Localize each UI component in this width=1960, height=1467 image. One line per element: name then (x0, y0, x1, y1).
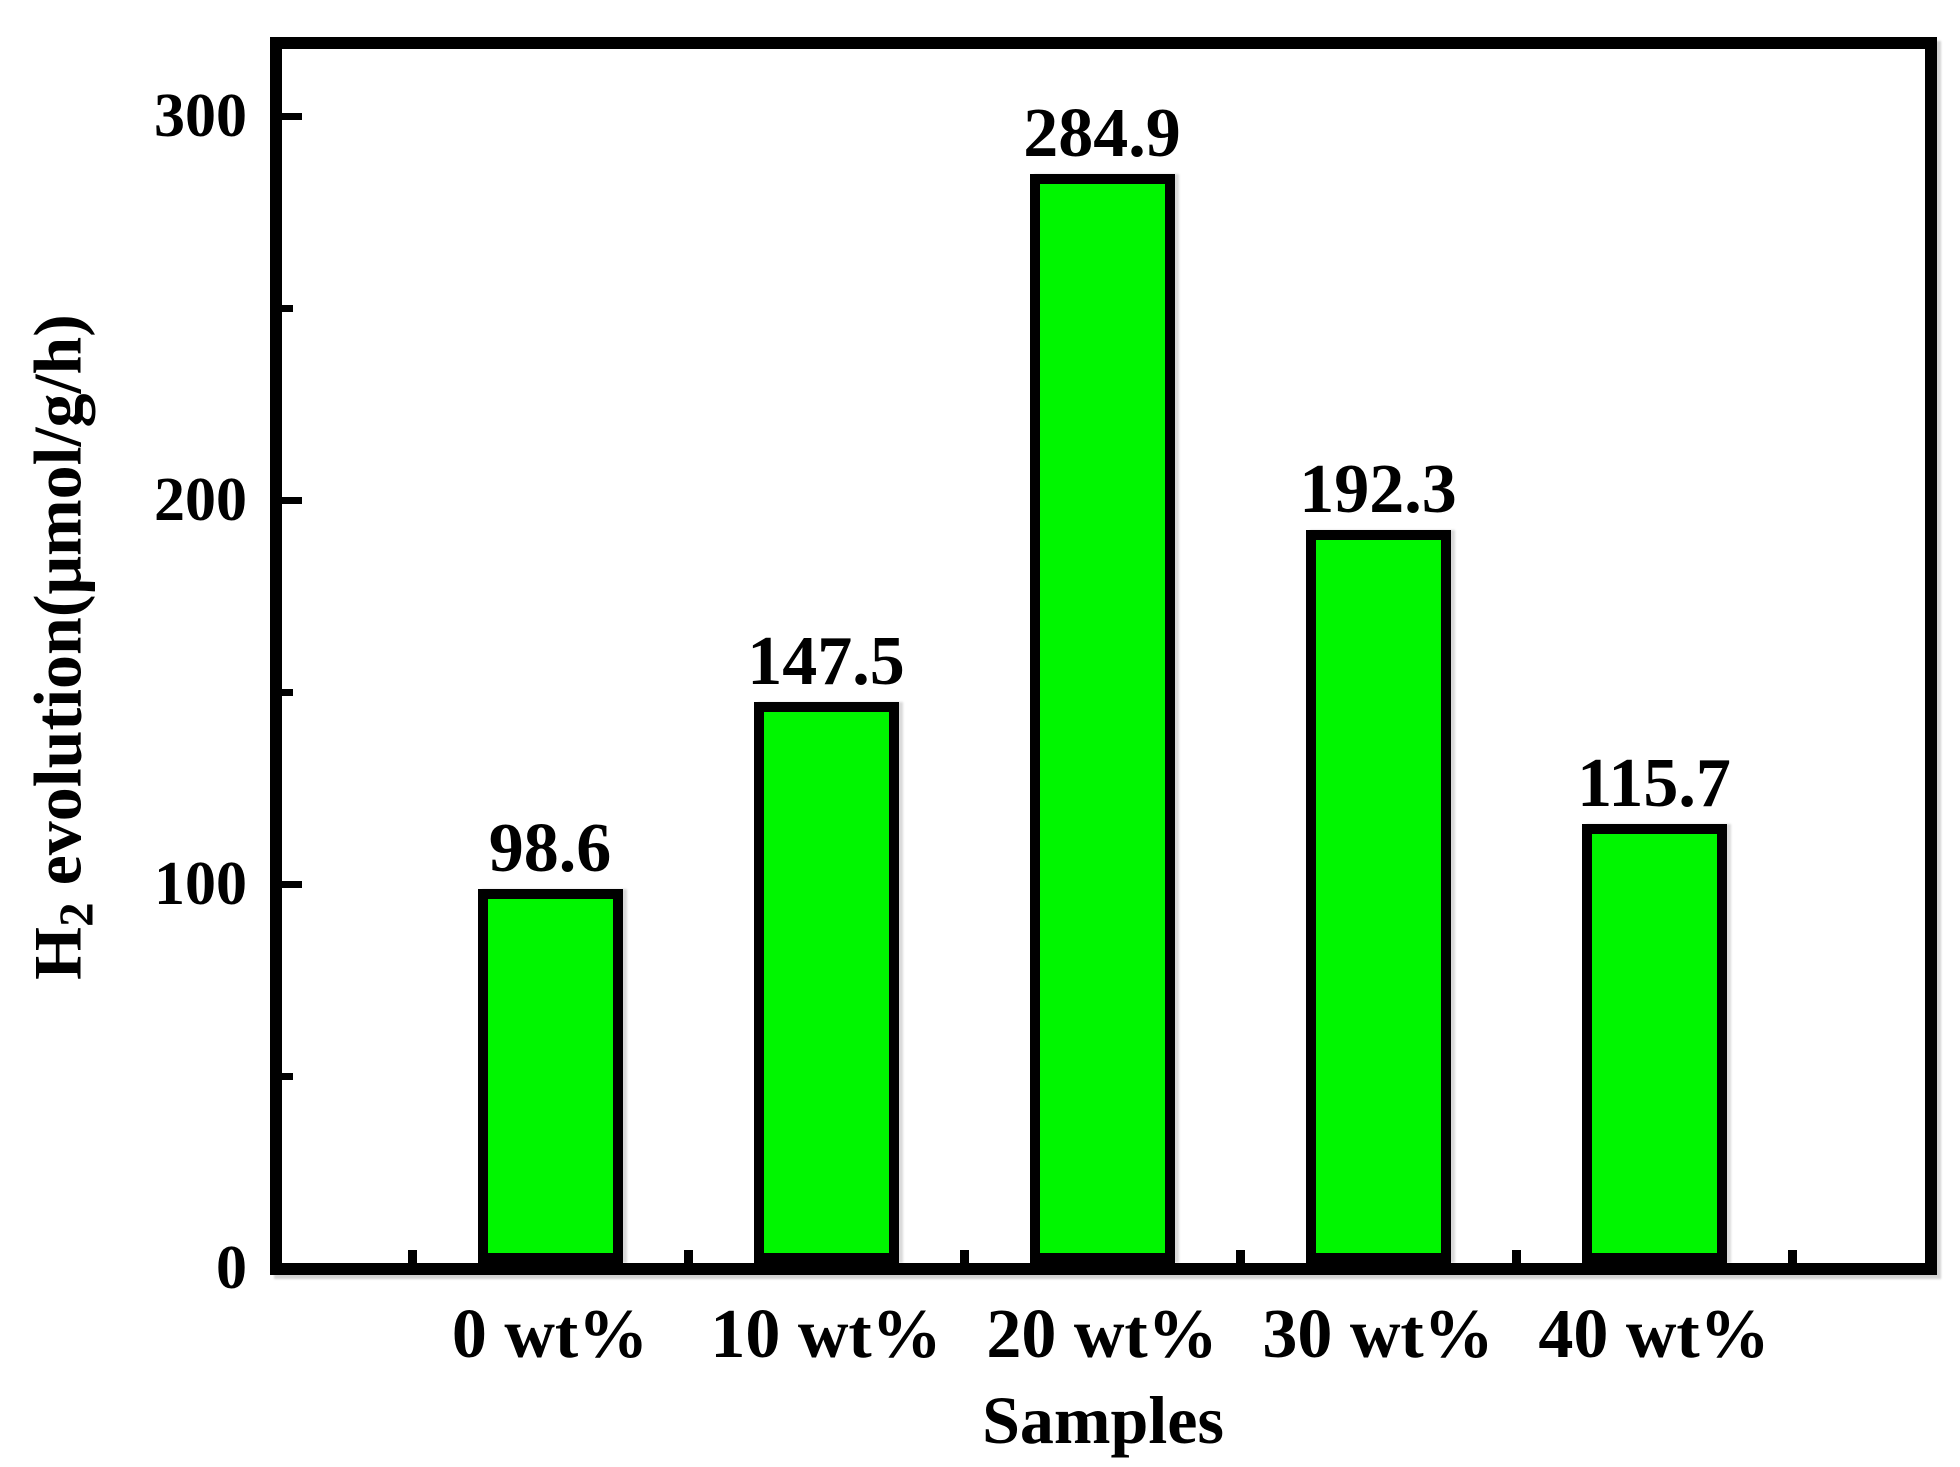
x-axis-title: Samples (982, 1382, 1224, 1458)
x-tick-mark (1511, 1250, 1521, 1263)
y-tick-label: 0 (216, 1234, 247, 1302)
bar-value-label: 147.5 (747, 622, 905, 700)
y-major-tick-mark (282, 496, 302, 504)
plot-area (270, 37, 1937, 1275)
x-tick-label: 10 wt% (710, 1296, 942, 1373)
bar (1029, 174, 1175, 1263)
x-tick-mark (683, 1250, 693, 1263)
x-tick-label: 0 wt% (451, 1296, 649, 1373)
x-tick-label: 30 wt% (1262, 1296, 1494, 1373)
y-tick-label: 300 (154, 82, 247, 150)
bar-value-label: 115.7 (1577, 744, 1731, 822)
y-tick-label: 200 (154, 466, 247, 534)
x-tick-mark (959, 1250, 969, 1263)
x-tick-mark (1235, 1250, 1245, 1263)
y-major-tick-mark (282, 880, 302, 888)
bar-value-label: 98.6 (488, 810, 612, 888)
bar (1305, 530, 1451, 1263)
x-tick-mark (1787, 1250, 1797, 1263)
bar-value-label: 192.3 (1299, 450, 1457, 528)
bar (753, 702, 899, 1263)
x-tick-label: 20 wt% (986, 1296, 1218, 1373)
y-major-tick-mark (282, 112, 302, 120)
y-axis-title-prefix: H (19, 926, 96, 980)
bar-value-label: 284.9 (1023, 94, 1181, 172)
y-minor-tick-mark (282, 304, 293, 312)
y-minor-tick-mark (282, 1072, 293, 1080)
y-minor-tick-mark (282, 688, 293, 696)
x-tick-mark (407, 1250, 417, 1263)
bar (1581, 824, 1727, 1263)
bar (477, 889, 623, 1263)
x-tick-label: 40 wt% (1538, 1296, 1770, 1373)
y-tick-label: 100 (154, 850, 247, 918)
y-axis-title-suffix: evolution(μmol/g/h) (19, 314, 96, 903)
